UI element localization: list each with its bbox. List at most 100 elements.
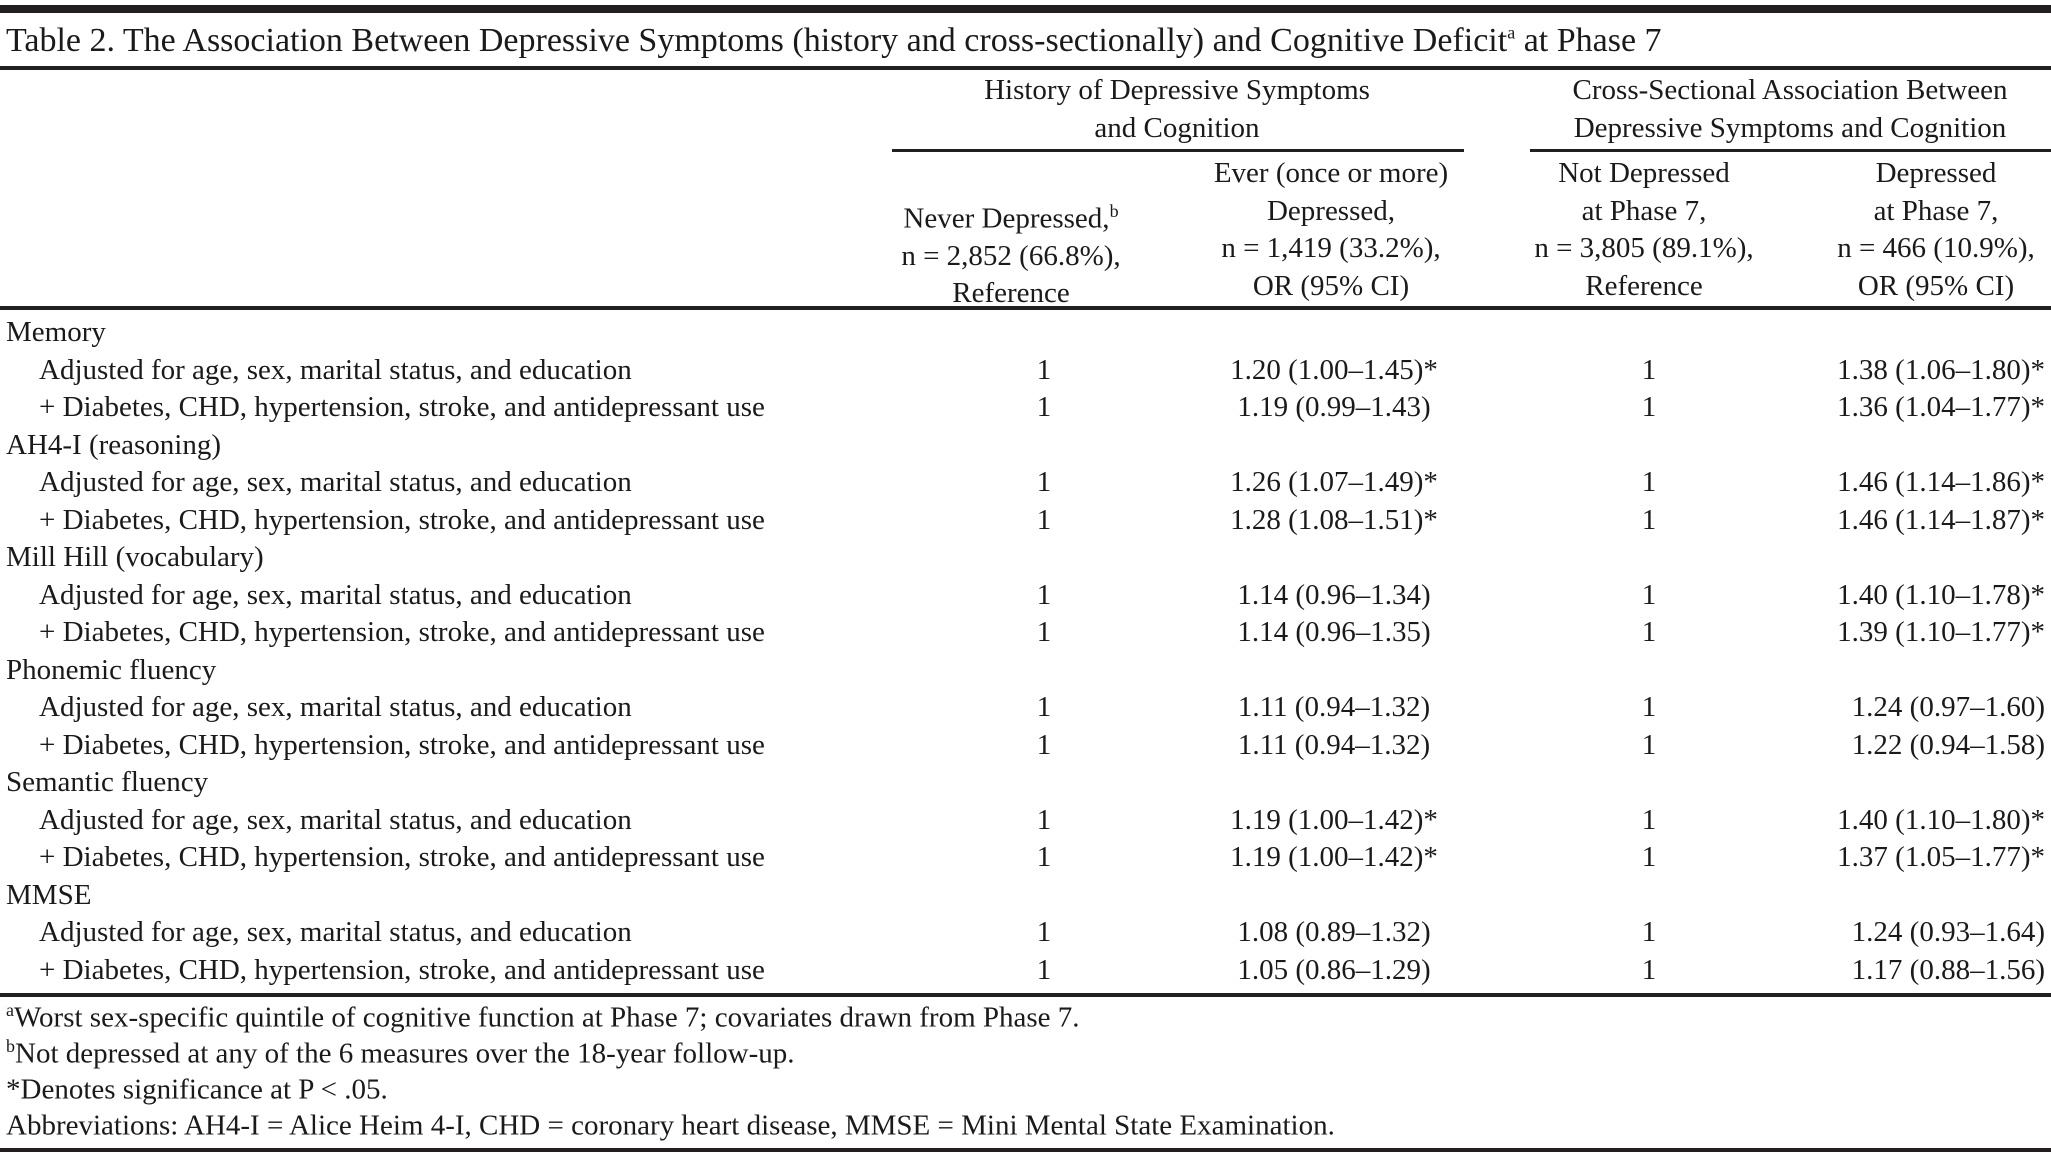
row-label: Adjusted for age, sex, marital status, a…	[39, 578, 632, 611]
footnote-marker: a	[6, 1000, 14, 1020]
cell-value	[1499, 652, 1799, 690]
cell-value	[1799, 764, 2051, 802]
cell-value	[1499, 764, 1799, 802]
cell-value: 1.08 (0.89–1.32)	[1237, 916, 1431, 948]
cell-value: 1	[1641, 803, 1657, 836]
cell-value: 1.40 (1.10–1.80)*	[1837, 803, 2045, 836]
cell-value: 1.11 (0.94–1.32)	[1237, 691, 1431, 723]
cell-value: 1.24 (0.93–1.64)	[1851, 916, 2045, 948]
cell-value: 1	[1036, 803, 1052, 836]
cell-value: 1	[1641, 616, 1657, 648]
cell-value: 1	[1641, 503, 1657, 536]
footnote-text: *Denotes significance at P < .05.	[6, 1073, 388, 1106]
row-label: + Diabetes, CHD, hypertension, stroke, a…	[39, 616, 765, 648]
table-row: + Diabetes, CHD, hypertension, stroke, a…	[0, 389, 2051, 427]
section-row: AH4-I (reasoning)	[0, 427, 2051, 465]
cell-value: 1.17 (0.88–1.56)	[1851, 953, 2045, 986]
footnote: *Denotes significance at P < .05.	[6, 1072, 388, 1107]
section-row: MMSE	[0, 877, 2051, 915]
footnote-text: Worst sex-specific quintile of cognitive…	[14, 1001, 1080, 1034]
section-row: Semantic fluency	[0, 764, 2051, 802]
footnote-marker: b	[6, 1036, 15, 1056]
table-title: Table 2. The Association Between Depress…	[6, 22, 1662, 59]
cell-value: 1	[1036, 953, 1052, 986]
row-label: + Diabetes, CHD, hypertension, stroke, a…	[39, 503, 765, 536]
footnote: aWorst sex-specific quintile of cognitiv…	[6, 1000, 1080, 1035]
cell-value: 1.46 (1.14–1.87)*	[1837, 503, 2045, 536]
row-label: + Diabetes, CHD, hypertension, stroke, a…	[39, 728, 765, 761]
cell-value: 1.20 (1.00–1.45)*	[1230, 353, 1438, 386]
row-label: + Diabetes, CHD, hypertension, stroke, a…	[39, 391, 765, 423]
cell-value	[1499, 427, 1799, 465]
cell-value: 1.22 (0.94–1.58)	[1851, 728, 2045, 761]
cell-value: 1	[1036, 466, 1052, 498]
cell-value: 1.37 (1.05–1.77)*	[1837, 841, 2045, 873]
section-label: Memory	[6, 316, 106, 348]
results-table: Memory Adjusted for age, sex, marital sta…	[0, 314, 2051, 989]
cell-value: 1.11 (0.94–1.32)	[1237, 728, 1431, 761]
spanner-line	[1530, 149, 2051, 152]
cell-value: 1.19 (1.00–1.42)*	[1230, 841, 1438, 873]
spanner-line	[892, 149, 1464, 152]
cell-value	[1499, 877, 1799, 915]
cell-value: 1.39 (1.10–1.77)*	[1837, 616, 2045, 648]
section-row: Mill Hill (vocabulary)	[0, 539, 2051, 577]
cell-value: 1	[1641, 578, 1657, 611]
table-row: Adjusted for age, sex, marital status, a…	[0, 914, 2051, 952]
cell-value: 1	[1036, 353, 1052, 386]
section-row: Phonemic fluency	[0, 652, 2051, 690]
cell-value: 1	[1641, 841, 1657, 873]
cell-value: 1	[1036, 916, 1052, 948]
cell-value: 1.40 (1.10–1.78)*	[1837, 578, 2045, 611]
section-label: MMSE	[6, 878, 92, 911]
footnote: bNot depressed at any of the 6 measures …	[6, 1036, 795, 1071]
table-row: Adjusted for age, sex, marital status, a…	[0, 577, 2051, 615]
cell-value: 1	[1641, 953, 1657, 986]
title-rule	[0, 66, 2051, 70]
table-row: Adjusted for age, sex, marital status, a…	[0, 464, 2051, 502]
cell-value	[1169, 877, 1499, 915]
col-header-not-depressed-phase7: Not Depressed at Phase 7, n = 3,805 (89.1%…	[1534, 157, 1754, 302]
cell-value	[1799, 652, 2051, 690]
cell-value	[1799, 539, 2051, 577]
cell-value	[1169, 427, 1499, 465]
cell-value: 1.14 (0.96–1.35)	[1237, 616, 1431, 648]
section-label: Phonemic fluency	[6, 653, 217, 686]
cell-value	[1799, 877, 2051, 915]
cell-value: 1.19 (1.00–1.42)*	[1230, 803, 1438, 836]
table-row: Adjusted for age, sex, marital status, a…	[0, 352, 2051, 390]
footnote: Abbreviations: AH4-I = Alice Heim 4-I, C…	[6, 1108, 1335, 1143]
cell-value: 1.26 (1.07–1.49)*	[1230, 466, 1438, 498]
row-label: + Diabetes, CHD, hypertension, stroke, a…	[39, 841, 765, 873]
group-header-cross-sectional: Cross-Sectional Association Between Depre…	[1572, 74, 2008, 144]
top-rule	[0, 5, 2051, 13]
row-label: Adjusted for age, sex, marital status, a…	[39, 466, 632, 498]
row-label: + Diabetes, CHD, hypertension, stroke, a…	[39, 953, 765, 986]
section-label: Semantic fluency	[6, 766, 209, 798]
cell-value: 1	[1036, 728, 1052, 761]
row-label: Adjusted for age, sex, marital status, a…	[39, 691, 632, 723]
cell-value: 1.38 (1.06–1.80)*	[1837, 353, 2045, 386]
cell-value: 1	[1036, 841, 1052, 873]
cell-value: 1	[1036, 391, 1052, 423]
cell-value: 1	[1641, 353, 1657, 386]
table-row: + Diabetes, CHD, hypertension, stroke, a…	[0, 839, 2051, 877]
table-row: Adjusted for age, sex, marital status, a…	[0, 802, 2051, 840]
section-label: Mill Hill (vocabulary)	[6, 541, 264, 573]
row-label: Adjusted for age, sex, marital status, a…	[39, 353, 632, 386]
cell-value: 1	[1036, 691, 1052, 723]
cell-value	[1169, 764, 1499, 802]
cell-value: 1.28 (1.08–1.51)*	[1230, 503, 1438, 536]
table-bottom-rule	[0, 993, 2051, 997]
cell-value: 1.46 (1.14–1.86)*	[1837, 466, 2045, 498]
cell-value: 1.19 (0.99–1.43)	[1237, 391, 1431, 423]
cell-value: 1.05 (0.86–1.29)	[1237, 953, 1431, 986]
cell-value	[919, 877, 1169, 915]
cell-value: 1.24 (0.97–1.60)	[1851, 691, 2045, 723]
row-label: Adjusted for age, sex, marital status, a…	[39, 803, 632, 836]
cell-value: 1	[1036, 616, 1052, 648]
cell-value	[919, 764, 1169, 802]
cell-value	[1799, 427, 2051, 465]
row-label: Adjusted for age, sex, marital status, a…	[39, 916, 632, 948]
table-row: + Diabetes, CHD, hypertension, stroke, a…	[0, 614, 2051, 652]
